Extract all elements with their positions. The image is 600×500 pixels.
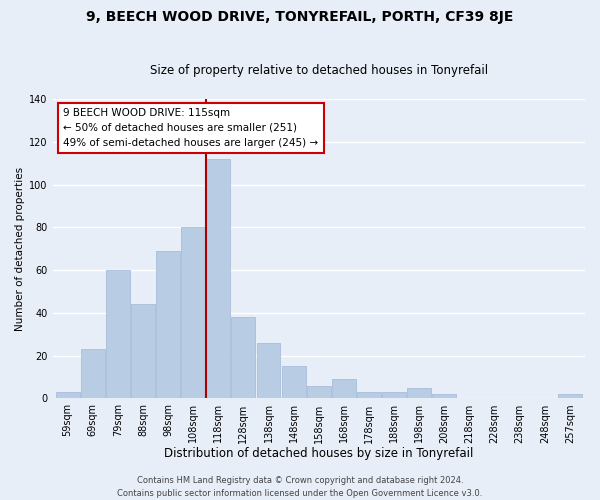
Text: 9 BEECH WOOD DRIVE: 115sqm
← 50% of detached houses are smaller (251)
49% of sem: 9 BEECH WOOD DRIVE: 115sqm ← 50% of deta… <box>63 108 319 148</box>
Bar <box>106 270 130 398</box>
Bar <box>558 394 582 398</box>
Text: Contains HM Land Registry data © Crown copyright and database right 2024.
Contai: Contains HM Land Registry data © Crown c… <box>118 476 482 498</box>
Bar <box>206 159 230 398</box>
Bar <box>232 317 256 398</box>
Bar <box>332 379 356 398</box>
Bar <box>131 304 155 398</box>
Bar <box>257 343 280 398</box>
Bar <box>307 386 331 398</box>
Title: Size of property relative to detached houses in Tonyrefail: Size of property relative to detached ho… <box>150 64 488 77</box>
Bar <box>407 388 431 398</box>
Y-axis label: Number of detached properties: Number of detached properties <box>15 166 25 331</box>
Bar <box>81 350 104 399</box>
Text: 9, BEECH WOOD DRIVE, TONYREFAIL, PORTH, CF39 8JE: 9, BEECH WOOD DRIVE, TONYREFAIL, PORTH, … <box>86 10 514 24</box>
X-axis label: Distribution of detached houses by size in Tonyrefail: Distribution of detached houses by size … <box>164 447 473 460</box>
Bar <box>357 392 381 398</box>
Bar <box>156 251 180 398</box>
Bar <box>382 392 406 398</box>
Bar <box>433 394 456 398</box>
Bar <box>56 392 80 398</box>
Bar <box>282 366 305 398</box>
Bar <box>181 228 205 398</box>
